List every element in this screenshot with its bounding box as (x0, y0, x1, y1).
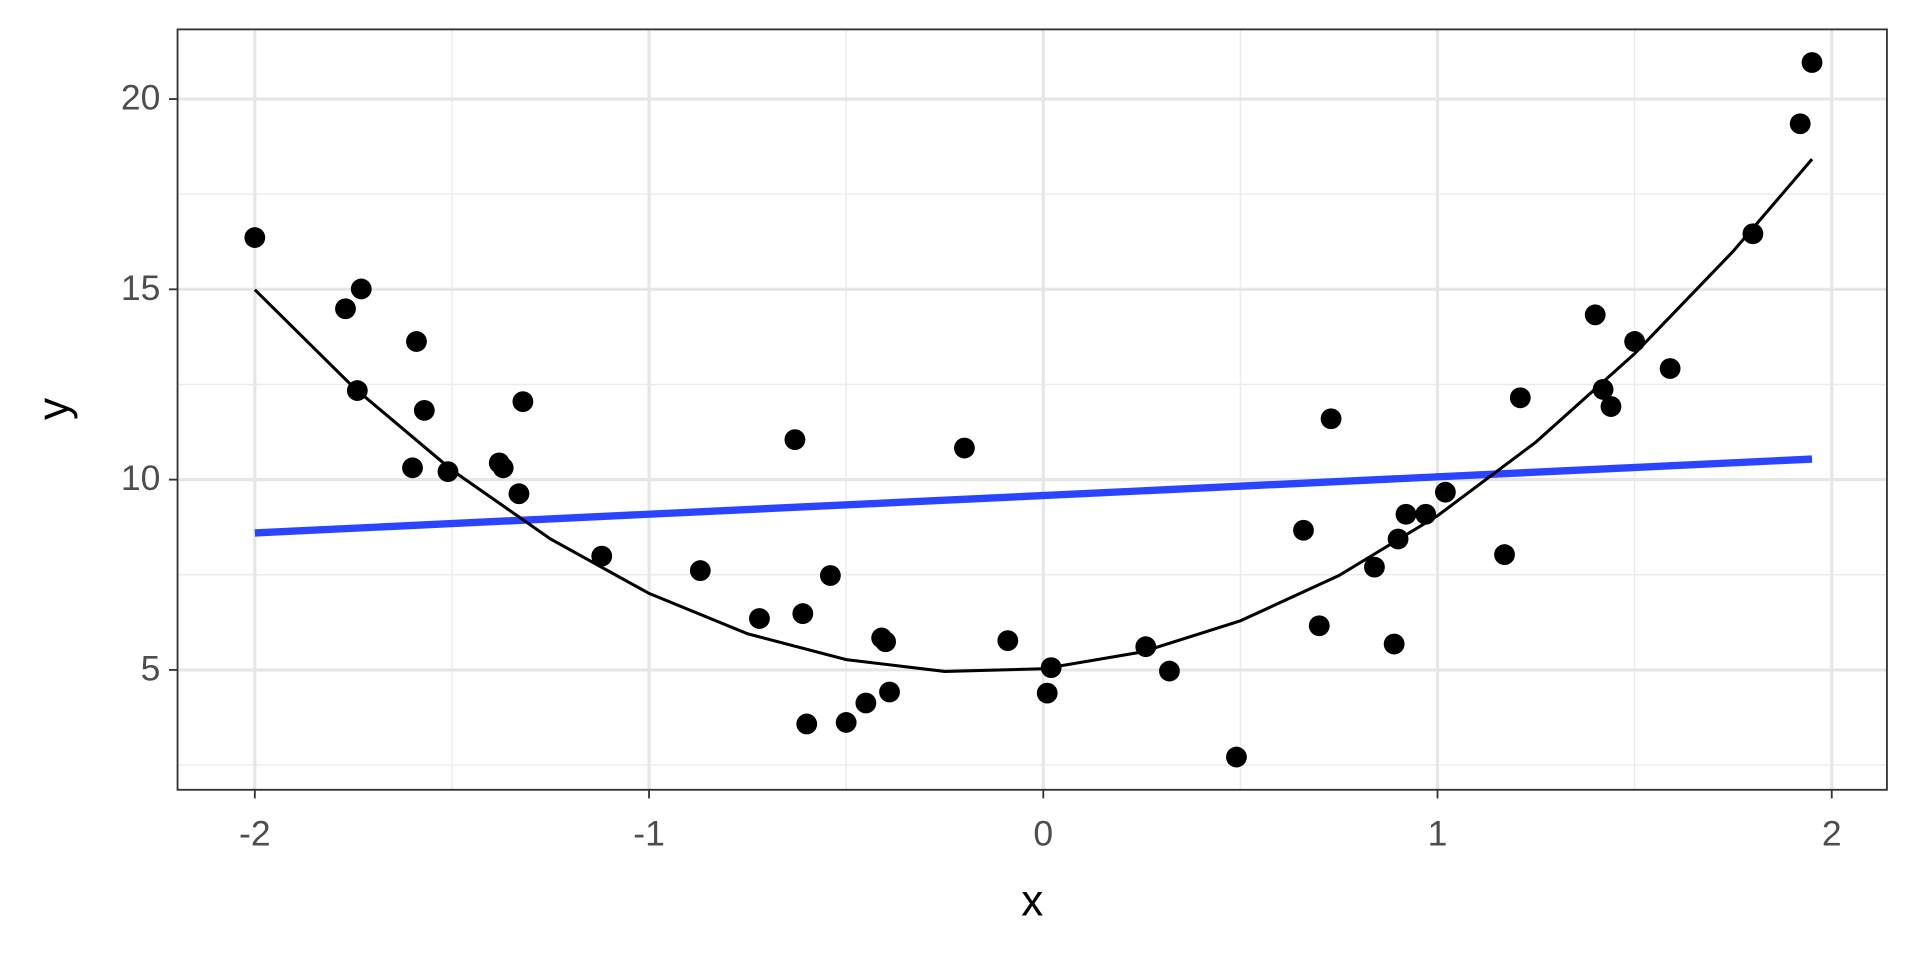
point (1135, 636, 1157, 658)
y-axis-title: y (29, 398, 78, 420)
point (792, 603, 814, 624)
point (796, 713, 818, 735)
y-tick-label: 15 (121, 268, 161, 308)
point (1659, 358, 1681, 379)
point (1494, 544, 1515, 566)
panel-border (176, 28, 1888, 791)
point (244, 227, 266, 248)
point (512, 391, 534, 413)
point (1383, 633, 1405, 655)
x-axis-title: x (1021, 876, 1043, 925)
point (855, 692, 877, 714)
point (1592, 379, 1614, 400)
x-tick-label: -1 (633, 814, 665, 854)
point (1320, 408, 1342, 430)
point (1036, 682, 1058, 704)
point (1509, 387, 1531, 409)
point (1415, 503, 1437, 525)
point (954, 437, 975, 459)
point (1584, 304, 1606, 326)
point (1742, 223, 1764, 245)
point (346, 380, 368, 401)
point (591, 545, 613, 567)
point (997, 630, 1019, 652)
point (689, 560, 711, 581)
x-tick-label: 2 (1822, 814, 1842, 854)
point (508, 483, 530, 505)
y-tick-label: 5 (141, 649, 161, 689)
y-tick-label: 20 (121, 78, 161, 118)
point (350, 278, 372, 300)
point (413, 399, 435, 421)
point (835, 712, 857, 733)
point (335, 298, 356, 320)
point (879, 681, 900, 703)
x-tick-label: 1 (1428, 814, 1448, 854)
point (1159, 660, 1180, 682)
point (1801, 52, 1823, 73)
point (1293, 519, 1314, 541)
point (402, 457, 423, 479)
point (437, 461, 459, 483)
point (1789, 113, 1811, 135)
point (1040, 657, 1062, 679)
y-tick-label: 10 (121, 458, 161, 498)
point (406, 331, 427, 352)
point (1434, 481, 1456, 503)
x-tick-label: -2 (239, 814, 271, 854)
point (1600, 396, 1622, 417)
point (1364, 556, 1385, 578)
point (784, 429, 806, 451)
point (875, 631, 896, 653)
point (492, 457, 514, 479)
point (819, 565, 841, 586)
point (749, 608, 770, 629)
x-tick-label: 0 (1033, 814, 1053, 854)
point (1308, 615, 1330, 637)
point (1226, 746, 1247, 768)
fit-line (254, 455, 1813, 537)
point (1395, 503, 1417, 525)
point (1387, 528, 1409, 550)
point (1624, 331, 1646, 352)
